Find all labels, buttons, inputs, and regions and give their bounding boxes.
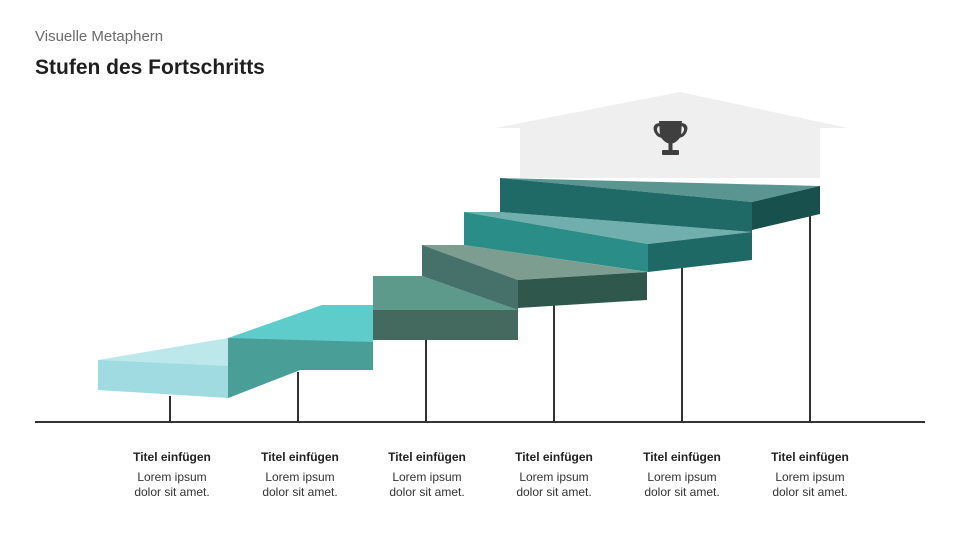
step-label-2: Titel einfügen Lorem ipsum dolor sit ame… (235, 450, 365, 500)
step-label-3: Titel einfügen Lorem ipsum dolor sit ame… (362, 450, 492, 500)
step-4-side (422, 245, 518, 310)
step-description: Lorem ipsum dolor sit amet. (617, 470, 747, 500)
step-4-top (422, 245, 647, 280)
step-description-line1: Lorem ipsum (265, 470, 335, 484)
step-description-line2: dolor sit amet. (644, 485, 720, 499)
step-description-line2: dolor sit amet. (772, 485, 848, 499)
trophy-icon (653, 121, 688, 155)
step-5-top (464, 212, 752, 244)
step-3 (373, 276, 518, 340)
step-description: Lorem ipsum dolor sit amet. (362, 470, 492, 500)
step-4-front (518, 272, 647, 308)
step-description: Lorem ipsum dolor sit amet. (235, 470, 365, 500)
step-title: Titel einfügen (133, 450, 211, 464)
step-6 (500, 178, 820, 232)
step-label-4: Titel einfügen Lorem ipsum dolor sit ame… (489, 450, 619, 500)
step-description-line1: Lorem ipsum (519, 470, 589, 484)
step-title: Titel einfügen (643, 450, 721, 464)
step-description-line1: Lorem ipsum (392, 470, 462, 484)
step-description-line2: dolor sit amet. (262, 485, 338, 499)
step-description-line1: Lorem ipsum (775, 470, 845, 484)
step-title: Titel einfügen (388, 450, 466, 464)
step-description: Lorem ipsum dolor sit amet. (107, 470, 237, 500)
step-6-side (500, 178, 752, 232)
step-description: Lorem ipsum dolor sit amet. (745, 470, 875, 500)
connector-lines (169, 212, 811, 422)
step-1-front (98, 360, 228, 398)
step-4 (422, 245, 647, 310)
step-title: Titel einfügen (261, 450, 339, 464)
step-2 (228, 305, 373, 398)
step-label-6: Titel einfügen Lorem ipsum dolor sit ame… (745, 450, 875, 500)
step-3-top (373, 276, 518, 310)
step-5-front (648, 232, 752, 272)
step-2-top (228, 305, 373, 342)
step-description-line2: dolor sit amet. (516, 485, 592, 499)
step-description-line2: dolor sit amet. (389, 485, 465, 499)
step-1-top (98, 338, 228, 366)
page-subtitle: Visuelle Metaphern (35, 28, 164, 45)
step-2-front (228, 338, 373, 398)
step-3-front (373, 310, 518, 340)
step-description-line2: dolor sit amet. (134, 485, 210, 499)
step-6-front (752, 186, 820, 230)
step-5-side (464, 212, 648, 272)
step-title: Titel einfügen (515, 450, 593, 464)
step-description: Lorem ipsum dolor sit amet. (489, 470, 619, 500)
page-title: Stufen des Fortschritts (35, 56, 265, 79)
step-title: Titel einfügen (771, 450, 849, 464)
step-description-line1: Lorem ipsum (137, 470, 207, 484)
step-description-line1: Lorem ipsum (647, 470, 717, 484)
step-label-5: Titel einfügen Lorem ipsum dolor sit ame… (617, 450, 747, 500)
step-6-top (500, 178, 820, 202)
step-label-1: Titel einfügen Lorem ipsum dolor sit ame… (107, 450, 237, 500)
step-5 (464, 212, 752, 272)
